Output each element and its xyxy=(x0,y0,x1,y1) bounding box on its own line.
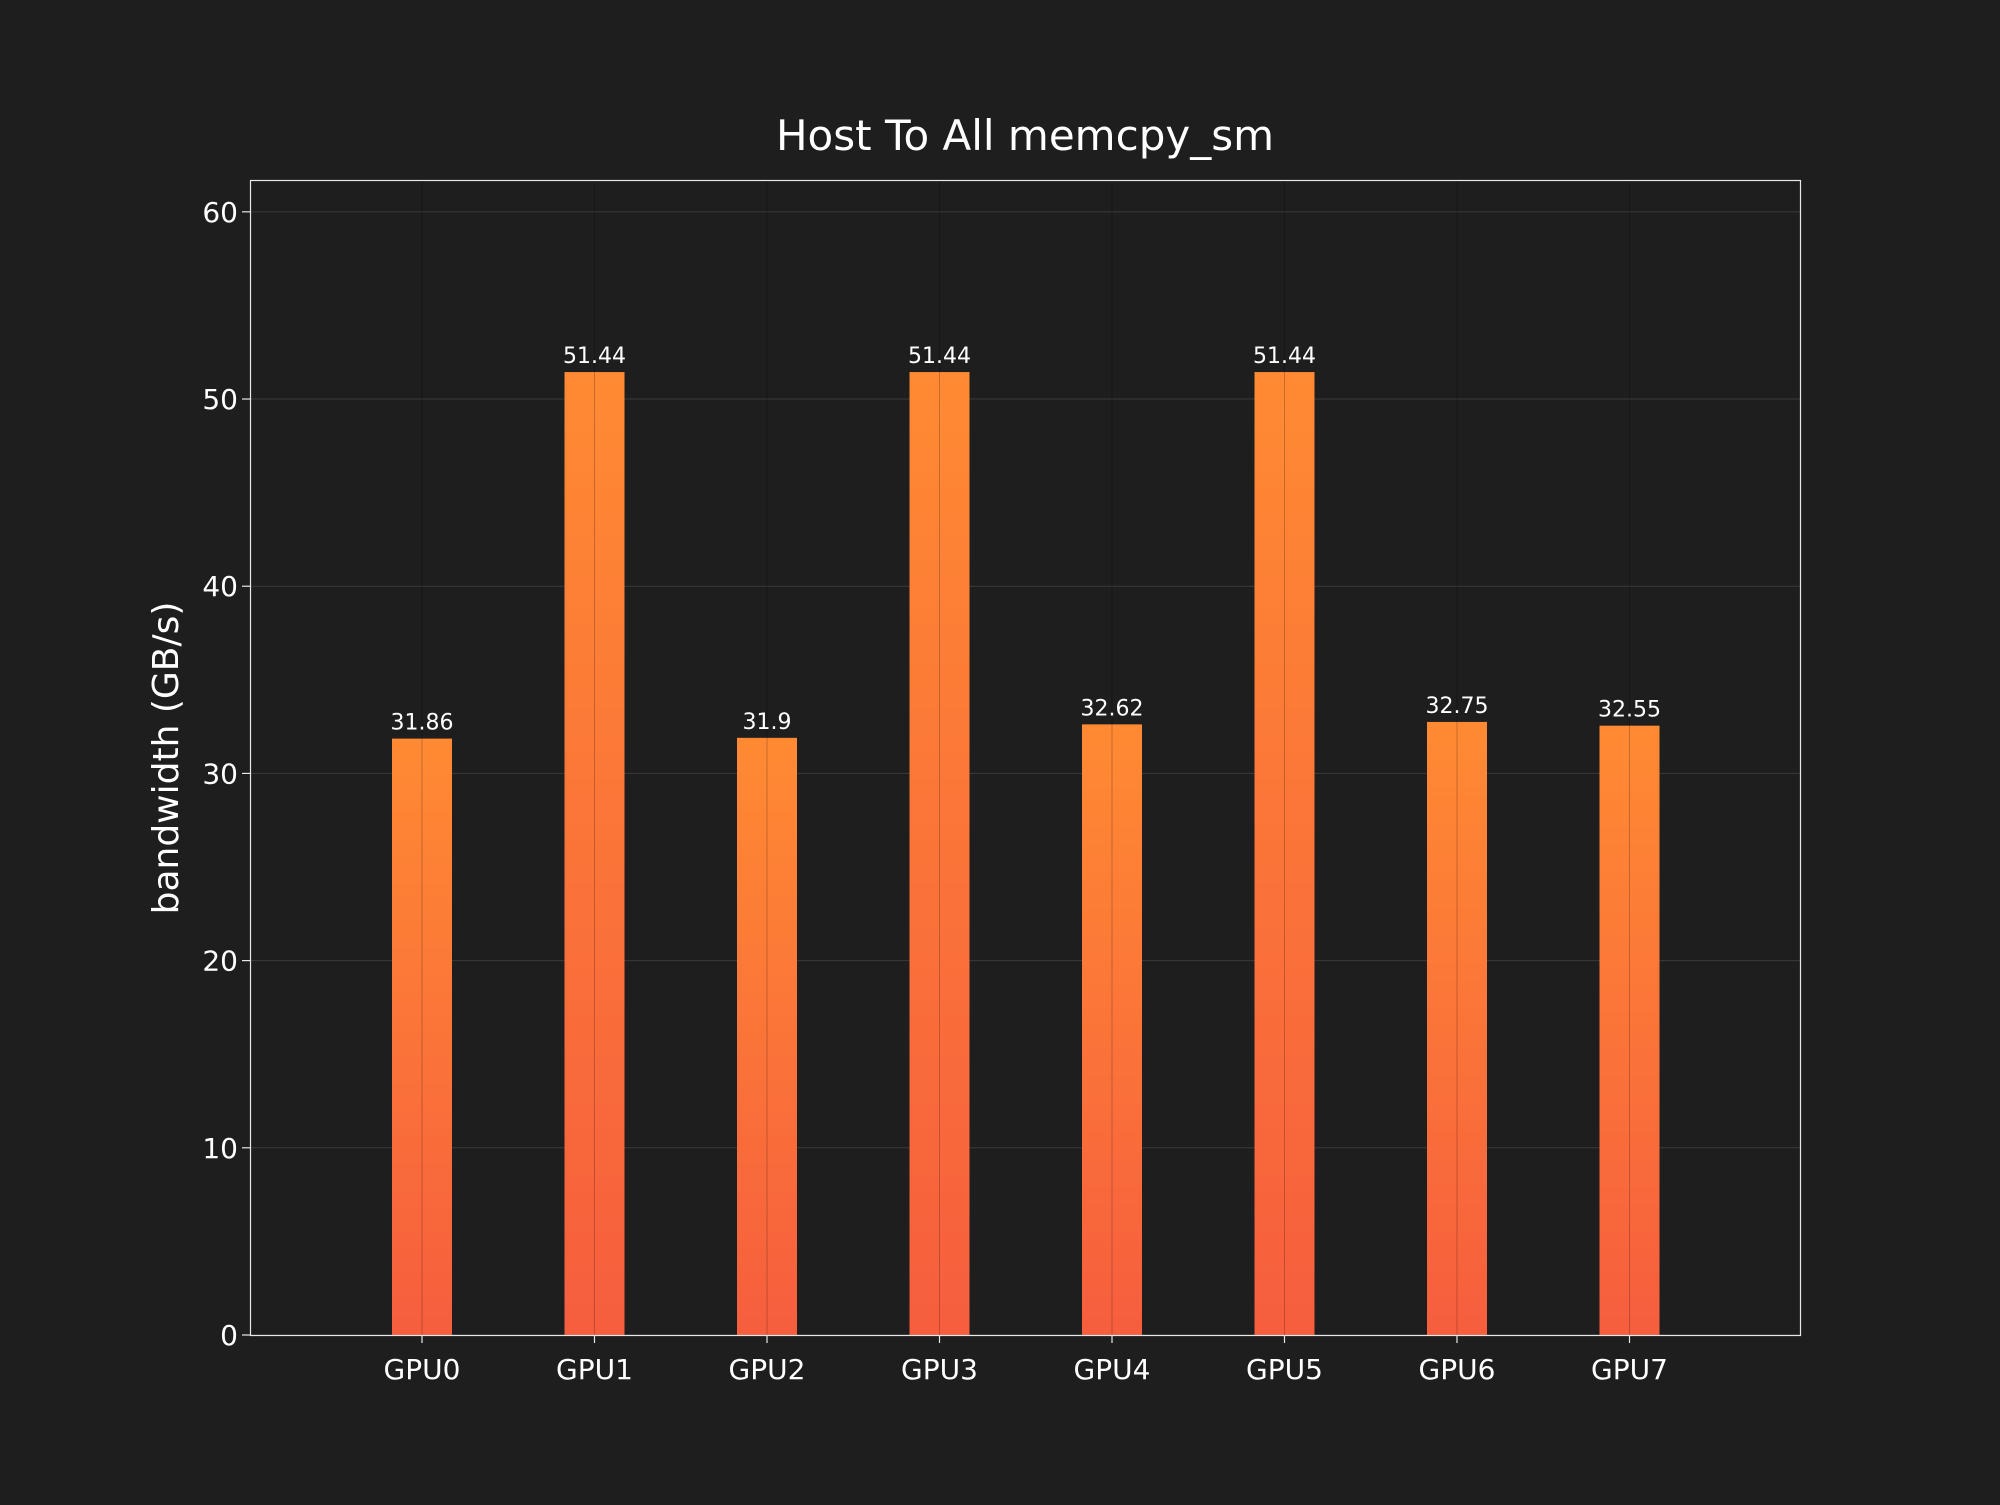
x-tick-label: GPU6 xyxy=(1419,1353,1496,1386)
x-axis-ticks: GPU0 GPU1 GPU2 GPU3 GPU4 GPU5 GPU6 GPU7 xyxy=(384,1335,1668,1386)
x-tick-label: GPU3 xyxy=(901,1353,978,1386)
data-label: 32.62 xyxy=(1081,696,1144,721)
x-tick-label: GPU4 xyxy=(1074,1353,1151,1386)
bar-gpu6 xyxy=(1427,721,1487,1335)
data-label: 32.55 xyxy=(1598,698,1661,723)
bar-gpu3 xyxy=(909,372,970,1335)
x-tick-label: GPU1 xyxy=(556,1353,633,1386)
y-axis-label: bandwidth (GB/s) xyxy=(146,602,187,915)
bars xyxy=(392,372,1660,1335)
x-tick-label: GPU7 xyxy=(1591,1353,1668,1386)
y-tick-label: 30 xyxy=(202,757,238,790)
data-label: 51.44 xyxy=(1253,344,1316,369)
grid-lines xyxy=(250,211,1800,1336)
y-tick-label: 50 xyxy=(202,383,238,416)
bar-gpu1 xyxy=(564,372,625,1335)
y-axis-ticks: 0 10 20 30 40 50 60 xyxy=(202,196,250,1352)
y-tick-label: 60 xyxy=(202,196,238,229)
y-tick-label: 0 xyxy=(220,1319,238,1352)
vertical-grid-lines xyxy=(421,180,1630,1335)
y-tick-label: 40 xyxy=(202,570,238,603)
data-label: 32.75 xyxy=(1426,694,1489,719)
data-label: 51.44 xyxy=(908,344,971,369)
y-tick-label: 10 xyxy=(202,1132,238,1165)
y-tick-label: 20 xyxy=(202,945,238,978)
x-tick-label: GPU0 xyxy=(384,1353,461,1386)
chart-title: Host To All memcpy_sm xyxy=(776,111,1274,160)
value-labels: 31.86 51.44 31.9 51.44 32.62 51.44 32.75 32.55 xyxy=(391,344,1661,736)
bar-gpu0 xyxy=(392,738,452,1335)
bar-gpu2 xyxy=(737,737,797,1335)
plot-frame xyxy=(249,179,1802,1337)
bar-gpu7 xyxy=(1599,725,1660,1335)
x-tick-label: GPU2 xyxy=(729,1353,806,1386)
data-label: 51.44 xyxy=(563,344,626,369)
data-label: 31.9 xyxy=(743,710,792,735)
bar-gpu4 xyxy=(1082,724,1142,1335)
x-tick-label: GPU5 xyxy=(1246,1353,1323,1386)
data-label: 31.86 xyxy=(391,711,454,736)
bar-gpu5 xyxy=(1254,372,1315,1335)
